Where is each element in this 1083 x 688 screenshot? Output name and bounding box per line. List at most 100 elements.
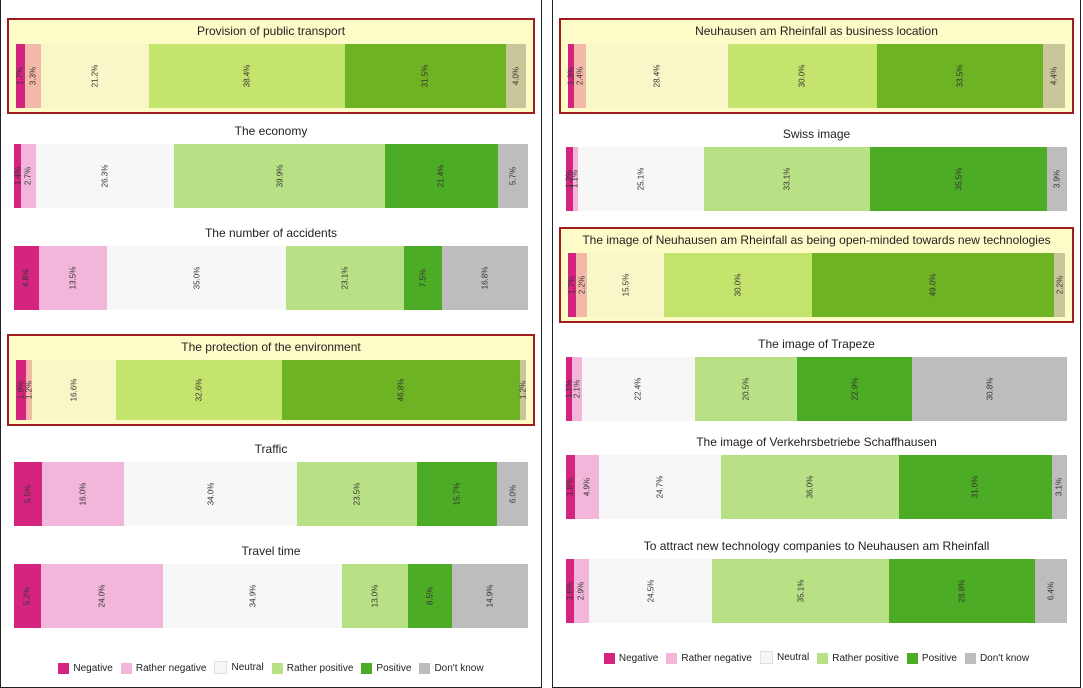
legend-label: Positive (921, 653, 957, 664)
data-label: 15.5% (621, 273, 631, 297)
bar-segment-positive: 22.9% (797, 357, 913, 421)
bar-segment-don-t-know: 1.2% (518, 360, 528, 420)
bar-segment-positive: 21.4% (384, 144, 498, 208)
chart-row-provision-of-public-transport: Provision of public transport 1.7% 3.3% 21.… (7, 18, 535, 114)
row-title: To attract new technology companies to N… (643, 539, 990, 553)
bar-segment-neutral: 25.1% (578, 147, 704, 211)
bar-segment-negative: 1.3% (565, 147, 574, 211)
data-label: 23.5% (352, 482, 362, 506)
data-label: 14.9% (485, 584, 495, 608)
legend-item-rather-negative: Rather negative (666, 653, 752, 664)
data-label: 28.8% (957, 579, 967, 603)
chart-row-swiss-image: Swiss image 1.3% 1.1% 25.1% 33.1% 35.5% 3.9% (559, 123, 1074, 219)
data-label: 5.7% (508, 166, 518, 186)
data-label: 2.4% (575, 66, 585, 86)
data-label: 8.5% (425, 586, 435, 606)
data-label: 16.6% (69, 378, 79, 402)
data-label: 4.8% (21, 268, 31, 288)
bar-segment-don-t-know: 3.1% (1051, 455, 1067, 519)
bar-segment-negative: 4.8% (14, 246, 39, 310)
legend-swatch-icon (666, 653, 678, 664)
bar-segment-rather-negative: 4.9% (574, 455, 600, 519)
row-title: Travel time (241, 544, 301, 558)
row-title: Neuhausen am Rheinfall as business locat… (695, 24, 938, 38)
data-label: 2.2% (577, 275, 587, 295)
data-label: 49.0% (928, 273, 938, 297)
legend-swatch-icon (214, 661, 228, 674)
bar-segment-rather-positive: 35.1% (712, 559, 890, 623)
bar-segment-positive: 7.5% (403, 246, 443, 310)
bar-segment-negative: 1.8% (566, 455, 575, 519)
legend-label: Rather negative (681, 653, 752, 664)
bar-segment-don-t-know: 5.7% (497, 144, 528, 208)
row-title: The economy (234, 124, 308, 138)
bar-segment-rather-positive: 36.0% (720, 455, 899, 519)
data-label: 2.2% (1055, 275, 1065, 295)
data-label: 28.4% (652, 64, 662, 88)
bar-segment-neutral: 28.4% (586, 44, 728, 108)
bar-segment-neutral: 34.9% (163, 564, 342, 628)
bar-segment-rather-negative: 2.7% (21, 144, 36, 208)
data-label: 4.4% (1049, 66, 1059, 86)
data-label: 5.2% (22, 586, 32, 606)
right-chart-panel: Neuhausen am Rheinfall as business locat… (552, 0, 1081, 688)
bar-segment-rather-positive: 33.1% (703, 147, 870, 211)
data-label: 16.0% (78, 482, 88, 506)
chart-row-the-number-of-accidents: The number of accidents 4.8% 13.5% 35.0% 23.… (7, 222, 535, 318)
bar-segment-rather-positive: 13.0% (341, 564, 409, 628)
stacked-bar: 1.4% 2.7% 26.3% 39.9% 21.4% 5.7% (13, 144, 528, 208)
row-title: The protection of the environment (181, 340, 361, 354)
bar-segment-rather-positive: 30.0% (663, 253, 813, 317)
stacked-bar: 5.2% 24.0% 34.9% 13.0% 8.5% 14.9% (14, 564, 528, 628)
legend-swatch-icon (271, 663, 283, 674)
legend-swatch-icon (419, 663, 431, 674)
bar-segment-don-t-know: 14.9% (451, 564, 528, 628)
data-label: 7.5% (418, 268, 428, 288)
chart-legend: Negative Rather negative Neutral Rather pos… (1, 661, 541, 677)
data-label: 20.5% (741, 377, 751, 401)
bar-segment-rather-negative: 1.2% (24, 360, 33, 420)
chart-row-traffic: Traffic 5.5% 16.0% 34.0% 23.5% 15.7% 6.0% (7, 438, 535, 534)
data-label: 23.1% (340, 266, 350, 290)
chart-legend: Negative Rather negative Neutral Rather pos… (553, 651, 1080, 667)
chart-row-the-economy: The economy 1.4% 2.7% 26.3% 39.9% 21.4% 5.7% (7, 120, 535, 216)
data-label: 13.5% (68, 266, 78, 290)
stacked-bar: 1.9% 1.2% 16.6% 32.6% 46.8% 1.2% (16, 360, 528, 420)
data-label: 35.5% (954, 167, 964, 191)
data-label: 2.1% (572, 379, 582, 399)
data-label: 3.9% (1052, 169, 1062, 189)
data-label: 30.0% (797, 64, 807, 88)
data-label: 1.8% (565, 477, 575, 497)
bar-segment-rather-positive: 38.4% (149, 44, 346, 108)
data-label: 15.7% (452, 482, 462, 506)
bar-segment-don-t-know: 3.9% (1047, 147, 1067, 211)
bar-segment-rather-negative: 2.4% (574, 44, 587, 108)
bar-segment-neutral: 22.4% (582, 357, 695, 421)
legend-item-neutral: Neutral (214, 661, 264, 674)
bar-segment-rather-negative: 3.3% (24, 44, 42, 108)
chart-row-the-image-of-neuhausen-am-rheinfall-as-being-open-minded-towards-new-technologies: The image of Neuhausen am Rheinfall as b… (559, 227, 1074, 323)
data-label: 2.9% (576, 581, 586, 601)
data-label: 4.9% (582, 477, 592, 497)
legend-label: Neutral (776, 652, 810, 663)
data-label: 1.2% (518, 380, 528, 400)
data-label: 6.4% (1046, 581, 1056, 601)
bar-segment-positive: 28.8% (889, 559, 1035, 623)
bar-segment-rather-negative: 24.0% (40, 564, 164, 628)
data-label: 26.3% (100, 164, 110, 188)
legend-label: Don't know (434, 663, 484, 674)
legend-swatch-icon (603, 653, 615, 664)
legend-item-don-t-know: Don't know (964, 653, 1029, 664)
stacked-bar: 4.8% 13.5% 35.0% 23.1% 7.5% 16.8% (14, 246, 528, 310)
legend-swatch-icon (361, 663, 373, 674)
legend-swatch-icon (58, 663, 70, 674)
data-label: 30.8% (985, 377, 995, 401)
bar-segment-negative: 1.1% (564, 357, 573, 421)
stacked-bar: 1.6% 2.9% 24.5% 35.1% 28.8% 6.4% (566, 559, 1067, 623)
bar-segment-don-t-know: 2.2% (1054, 253, 1065, 317)
data-label: 21.4% (436, 164, 446, 188)
chart-row-the-image-of-verkehrsbetriebe-schaffhausen: The image of Verkehrsbetriebe Schaffhaus… (559, 431, 1074, 527)
bar-segment-neutral: 24.7% (599, 455, 721, 519)
data-label: 35.0% (192, 266, 202, 290)
bar-segment-rather-negative: 16.0% (42, 462, 124, 526)
